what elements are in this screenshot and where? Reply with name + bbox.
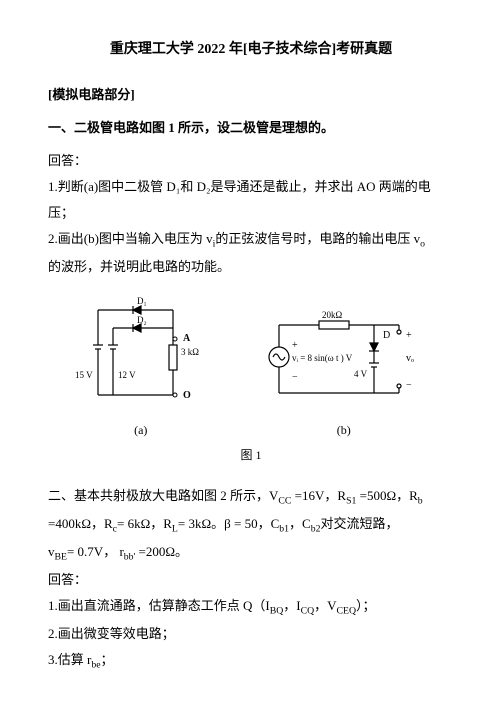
q2-l3c: =200Ω。 xyxy=(135,544,188,559)
q2-a1b: ，I xyxy=(283,598,300,613)
q1-line2-t1: 2.画出(b)图中当输入电压为 v xyxy=(48,231,213,246)
q2-l1c: =500Ω，R xyxy=(356,488,417,503)
q1-line2: 2.画出(b)图中当输入电压为 vi的正弦波信号时，电路的输出电压 vo xyxy=(48,226,454,254)
q2-a1bq: BQ xyxy=(270,606,284,617)
figure-a-wrap: D₁ D₂ A O 3 kΩ 15 V 12 V (a) xyxy=(73,290,208,438)
q1-line1: 1.判断(a)图中二极管 D₁和 D₂是导通还是截止，并求出 AO 两端的电压； xyxy=(48,174,454,226)
q2-a1: 1.画出直流通路，估算静态工作点 Q（IBQ，ICQ，VCEQ）； xyxy=(48,593,454,621)
q1-line2-s2: o xyxy=(420,239,425,250)
q2-answer-label: 回答： xyxy=(48,567,454,593)
q2-l3b: = 0.7V， r xyxy=(67,544,124,559)
q2-l1-s1: S1 xyxy=(346,496,356,507)
fig-a-d1: D₁ xyxy=(137,296,147,306)
page-title: 重庆理工大学 2022 年[电子技术综合]考研真题 xyxy=(48,38,454,58)
svg-text:+: + xyxy=(292,340,298,351)
q2-a1c: ，V xyxy=(314,598,336,613)
svg-text:−: − xyxy=(406,380,412,391)
figure-caption: 图 1 xyxy=(48,446,454,463)
q2-l2b2: b2 xyxy=(311,524,321,535)
fig-a-node-a: A xyxy=(183,333,191,344)
fig-a-node-o: O xyxy=(183,390,191,401)
figure-b-wrap: 20kΩ D vᵢ = 8 sin(ω t ) V 4 V vₒ + − + −… xyxy=(259,305,429,438)
q1-heading: 一、二极管电路如图 1 所示，设二极管是理想的。 xyxy=(48,117,454,136)
q2-l1a: 二、基本共射极放大电路如图 2 所示，V xyxy=(48,488,278,503)
q2-l2a: =400kΩ，R xyxy=(48,516,113,531)
q2-a3b: ； xyxy=(101,652,114,667)
fig-a-d2: D₂ xyxy=(137,315,147,325)
q2-l2e: 对交流短路， xyxy=(320,516,398,531)
svg-text:+: + xyxy=(406,330,412,341)
fig-a-r: 3 kΩ xyxy=(181,347,199,357)
q2-line2: =400kΩ，Rc= 6kΩ，RL= 3kΩ。β = 50，Cb1，Cb2对交流… xyxy=(48,511,454,539)
q2-l2c2: = 3kΩ。β = 50，C xyxy=(178,516,279,531)
figure-a-svg: D₁ D₂ A O 3 kΩ 15 V 12 V xyxy=(73,290,208,415)
q2-a3: 3.估算 rbe； xyxy=(48,647,454,675)
fig-a-label: (a) xyxy=(134,423,147,438)
q2-l2d: ，C xyxy=(289,516,311,531)
section-header: [模拟电路部分] xyxy=(48,84,454,103)
q2-a2: 2.画出微变等效电路； xyxy=(48,621,454,647)
q2-l2b: = 6kΩ，R xyxy=(117,516,172,531)
q2-a3a: 3.估算 r xyxy=(48,652,91,667)
q2-line3: vBE= 0.7V， rbb' =200Ω。 xyxy=(48,539,454,567)
q2-a1cq: CQ xyxy=(301,606,315,617)
fig-b-vi: vᵢ = 8 sin(ω t ) V xyxy=(292,353,353,363)
q1-line2b: 的波形，并说明此电路的功能。 xyxy=(48,254,454,280)
figure-b-svg: 20kΩ D vᵢ = 8 sin(ω t ) V 4 V vₒ + − + − xyxy=(259,305,429,415)
q2-l1b: =16V，R xyxy=(291,488,346,503)
q2-l1-b2: b xyxy=(418,496,423,507)
q2-a1a: 1.画出直流通路，估算静态工作点 Q（I xyxy=(48,598,270,613)
fig-a-v2: 12 V xyxy=(118,370,136,380)
q2-l3be: BE xyxy=(55,552,67,563)
q1-line2-t2: 的正弦波信号时，电路的输出电压 v xyxy=(215,231,420,246)
fig-b-r: 20kΩ xyxy=(322,310,343,320)
q2-a1d: ）； xyxy=(356,598,376,613)
fig-b-vo: vₒ xyxy=(406,353,414,364)
figures-row: D₁ D₂ A O 3 kΩ 15 V 12 V (a) xyxy=(48,290,454,438)
q1-answer-label: 回答： xyxy=(48,148,454,174)
q2-l1-cc: CC xyxy=(278,496,291,507)
svg-text:−: − xyxy=(292,372,298,383)
fig-a-v1: 15 V xyxy=(75,370,93,380)
q2-a3be: be xyxy=(91,660,100,671)
q2-line1: 二、基本共射极放大电路如图 2 所示，VCC =16V，RS1 =500Ω，Rb xyxy=(48,483,454,511)
fig-b-vb: 4 V xyxy=(354,369,368,379)
q2-a1ceq: CEQ xyxy=(337,606,357,617)
q2-l2b1: b1 xyxy=(279,524,289,535)
q2-l3bb: bb' xyxy=(124,552,136,563)
fig-b-d: D xyxy=(383,330,390,341)
fig-b-label: (b) xyxy=(337,423,351,438)
